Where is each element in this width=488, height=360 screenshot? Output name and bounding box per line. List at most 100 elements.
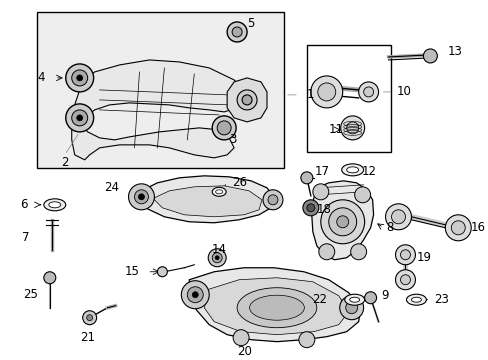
Circle shape [391,210,405,224]
Text: 23: 23 [433,293,448,306]
Circle shape [423,49,436,63]
Text: 1: 1 [306,89,314,102]
Ellipse shape [410,297,421,302]
Ellipse shape [341,164,363,176]
Circle shape [354,187,370,203]
Text: 8: 8 [386,221,393,234]
Text: 15: 15 [124,265,139,278]
Circle shape [157,267,167,277]
Ellipse shape [346,167,358,173]
Text: 4: 4 [37,71,45,85]
Circle shape [364,292,376,304]
Circle shape [340,116,364,140]
Circle shape [181,281,209,309]
Circle shape [232,27,242,37]
Text: 12: 12 [361,165,376,178]
Ellipse shape [406,294,426,305]
Text: 17: 17 [314,165,329,178]
Ellipse shape [49,202,61,208]
Polygon shape [189,268,360,342]
Circle shape [233,330,248,346]
Ellipse shape [212,187,225,196]
Circle shape [77,115,82,121]
Text: 9: 9 [381,289,388,302]
Circle shape [328,208,356,236]
Text: 20: 20 [236,345,251,358]
Text: 19: 19 [416,251,430,264]
Circle shape [65,64,94,92]
Circle shape [187,287,203,303]
Ellipse shape [344,294,364,305]
Circle shape [237,90,257,110]
Text: 21: 21 [80,331,95,344]
Text: 3: 3 [229,133,236,147]
Polygon shape [227,78,266,122]
Ellipse shape [44,199,65,211]
Circle shape [317,83,335,101]
Circle shape [312,184,328,200]
Circle shape [358,82,378,102]
Circle shape [217,121,231,135]
Text: 6: 6 [20,198,28,211]
Circle shape [128,184,154,210]
Circle shape [345,302,357,314]
Circle shape [212,253,222,263]
Circle shape [310,76,342,108]
Circle shape [400,250,409,260]
Ellipse shape [215,190,222,194]
Text: 25: 25 [23,288,38,301]
Ellipse shape [349,297,359,302]
Polygon shape [154,186,262,217]
Circle shape [318,244,334,260]
Text: 7: 7 [22,231,30,244]
Circle shape [72,70,87,86]
Polygon shape [72,60,244,160]
Circle shape [82,311,97,325]
Circle shape [300,172,312,184]
Bar [37,12,284,168]
Text: 14: 14 [211,243,226,256]
Circle shape [242,95,251,105]
Circle shape [395,270,415,290]
Ellipse shape [237,288,316,328]
Circle shape [450,221,464,235]
Text: 18: 18 [316,203,331,216]
Polygon shape [311,181,373,260]
Text: 2: 2 [61,156,68,169]
Text: 26: 26 [232,176,246,189]
Circle shape [227,22,246,42]
Circle shape [302,200,318,216]
Text: 24: 24 [104,181,119,194]
Circle shape [346,122,358,134]
Text: 11: 11 [328,123,343,136]
Circle shape [212,116,236,140]
Circle shape [445,215,470,241]
Circle shape [72,110,87,126]
Circle shape [400,275,409,285]
Circle shape [336,216,348,228]
Polygon shape [204,278,348,335]
Circle shape [215,256,219,260]
Ellipse shape [249,295,304,320]
Circle shape [395,245,415,265]
Circle shape [306,204,314,212]
Text: 10: 10 [396,85,410,98]
Text: 13: 13 [447,45,461,58]
Circle shape [267,195,277,205]
Polygon shape [139,176,273,223]
Circle shape [363,87,373,97]
Circle shape [263,190,283,210]
Text: 22: 22 [311,293,326,306]
Circle shape [192,292,198,298]
Circle shape [385,204,410,230]
Circle shape [298,332,314,348]
Circle shape [77,75,82,81]
Circle shape [134,190,148,204]
Circle shape [208,249,225,267]
Circle shape [44,272,56,284]
Circle shape [339,296,363,320]
Circle shape [138,194,144,200]
Bar [306,45,390,152]
Text: 16: 16 [469,221,484,234]
Text: 5: 5 [247,18,254,31]
